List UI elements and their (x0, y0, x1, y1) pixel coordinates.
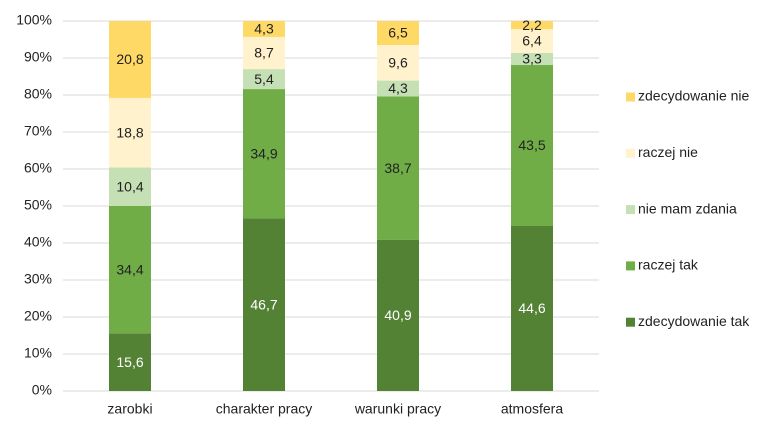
value-label: 38,7 (384, 160, 411, 176)
value-label: 46,7 (250, 296, 277, 312)
value-label: 44,6 (518, 300, 545, 316)
x-tick-label: atmosfera (501, 401, 563, 417)
legend-label: raczej nie (638, 144, 698, 160)
value-label: 34,4 (116, 261, 143, 277)
x-tick-label: charakter pracy (216, 401, 312, 417)
value-label: 2,2 (522, 17, 542, 33)
value-label: 40,9 (384, 307, 411, 323)
y-tick-label: 0% (32, 382, 52, 398)
value-label: 34,9 (250, 145, 277, 161)
bar-segment (377, 45, 419, 81)
y-tick-label: 50% (24, 197, 52, 213)
bar-segment (511, 225, 553, 391)
bar-segment (243, 69, 285, 90)
bar-segment (243, 36, 285, 70)
y-tick-label: 70% (24, 123, 52, 139)
legend-swatch (626, 148, 635, 158)
value-label: 10,4 (116, 178, 143, 194)
x-tick-label: warunki pracy (354, 401, 441, 417)
legend-swatch (626, 261, 635, 271)
legend-swatch (626, 92, 635, 102)
bar-segment (511, 52, 553, 66)
bar-segment (109, 333, 151, 391)
value-label: 6,4 (522, 33, 542, 49)
y-tick-label: 90% (24, 49, 52, 65)
bar-segment (109, 206, 151, 334)
value-label: 9,6 (388, 55, 408, 71)
y-tick-label: 20% (24, 308, 52, 324)
y-tick-label: 10% (24, 345, 52, 361)
legend-label: zdecydowanie tak (638, 313, 750, 329)
legend-label: raczej tak (638, 257, 699, 273)
value-label: 5,4 (254, 71, 274, 87)
value-label: 18,8 (116, 124, 143, 140)
bar-segment (377, 21, 419, 46)
legend-label: nie mam zdania (638, 200, 737, 216)
legend-label: zdecydowanie nie (638, 88, 750, 104)
bar-segment (377, 239, 419, 391)
bar-segment (243, 89, 285, 219)
y-tick-label: 30% (24, 271, 52, 287)
y-tick-label: 40% (24, 234, 52, 250)
bar-segment (243, 21, 285, 37)
bar-segment (511, 65, 553, 226)
bar-segment (377, 96, 419, 240)
legend-swatch (626, 205, 635, 215)
y-tick-label: 80% (24, 86, 52, 102)
y-tick-label: 60% (24, 160, 52, 176)
bar-segment (511, 29, 553, 53)
value-label: 6,5 (388, 25, 408, 41)
y-tick-label: 100% (16, 12, 52, 28)
value-label: 4,3 (388, 80, 408, 96)
value-label: 20,8 (116, 51, 143, 67)
bar-segment (243, 218, 285, 391)
bar-segment (109, 21, 151, 98)
bar-segment (377, 80, 419, 97)
value-label: 4,3 (254, 21, 274, 37)
x-tick-label: zarobki (107, 401, 152, 417)
bar-segment (109, 97, 151, 168)
value-label: 43,5 (518, 137, 545, 153)
value-label: 8,7 (254, 45, 274, 61)
bar-segment (109, 167, 151, 206)
value-label: 15,6 (116, 354, 143, 370)
value-label: 3,3 (522, 51, 542, 67)
bar-segment (511, 21, 553, 30)
legend-swatch (626, 317, 635, 327)
